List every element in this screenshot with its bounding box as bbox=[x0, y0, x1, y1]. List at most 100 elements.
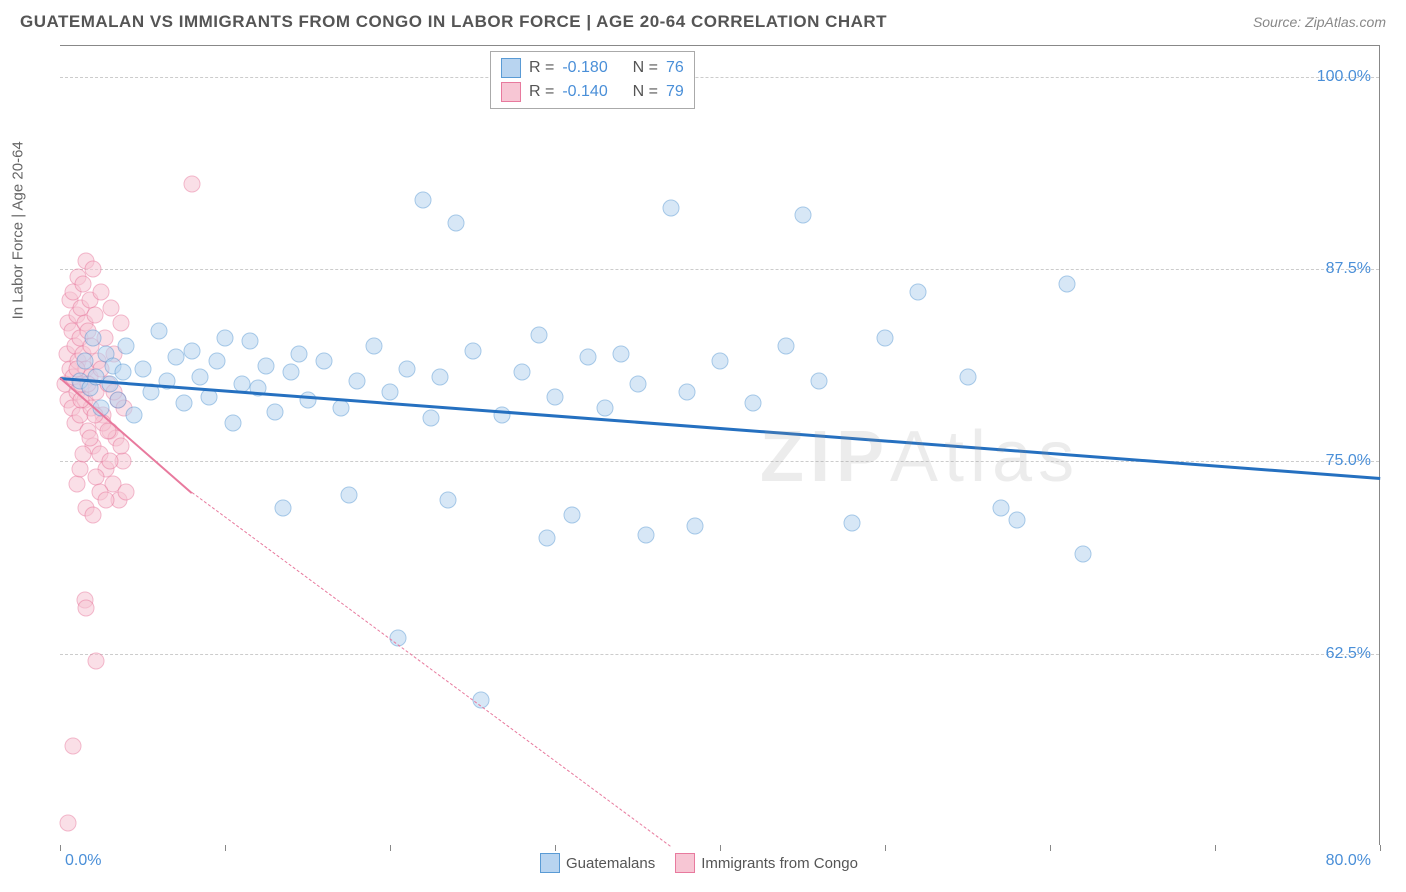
x-tick-mark bbox=[225, 845, 226, 851]
x-tick-mark bbox=[720, 845, 721, 851]
legend-item: Immigrants from Congo bbox=[675, 853, 858, 873]
data-point-blue bbox=[266, 404, 283, 421]
data-point-pink bbox=[88, 653, 105, 670]
data-point-blue bbox=[877, 330, 894, 347]
gridline bbox=[60, 77, 1379, 78]
regression-line bbox=[192, 492, 671, 847]
data-point-pink bbox=[75, 445, 92, 462]
data-point-blue bbox=[514, 364, 531, 381]
data-point-blue bbox=[662, 199, 679, 216]
data-point-blue bbox=[109, 391, 126, 408]
data-point-blue bbox=[134, 361, 151, 378]
source-attribution: Source: ZipAtlas.com bbox=[1253, 14, 1386, 30]
data-point-blue bbox=[637, 527, 654, 544]
data-point-blue bbox=[316, 353, 333, 370]
y-tick-label: 62.5% bbox=[1326, 645, 1371, 663]
data-point-blue bbox=[175, 394, 192, 411]
data-point-blue bbox=[613, 345, 630, 362]
x-tick-mark bbox=[555, 845, 556, 851]
y-tick-label: 87.5% bbox=[1326, 260, 1371, 278]
data-point-blue bbox=[679, 384, 696, 401]
data-point-blue bbox=[563, 507, 580, 524]
data-point-pink bbox=[86, 307, 103, 324]
data-point-blue bbox=[439, 491, 456, 508]
data-point-pink bbox=[101, 453, 118, 470]
legend-swatch-blue bbox=[540, 853, 560, 873]
x-axis-min-label: 0.0% bbox=[65, 852, 101, 870]
data-point-blue bbox=[332, 399, 349, 416]
data-point-blue bbox=[992, 499, 1009, 516]
data-point-blue bbox=[687, 518, 704, 535]
data-point-pink bbox=[78, 599, 95, 616]
data-point-pink bbox=[68, 476, 85, 493]
data-point-blue bbox=[580, 348, 597, 365]
data-point-blue bbox=[423, 410, 440, 427]
legend-item: Guatemalans bbox=[540, 853, 655, 873]
data-point-pink bbox=[98, 491, 115, 508]
x-tick-mark bbox=[1380, 845, 1381, 851]
data-point-pink bbox=[65, 738, 82, 755]
data-point-pink bbox=[103, 299, 120, 316]
data-point-pink bbox=[85, 261, 102, 278]
data-point-pink bbox=[118, 484, 135, 501]
data-point-blue bbox=[712, 353, 729, 370]
data-point-pink bbox=[113, 314, 130, 331]
data-point-blue bbox=[101, 376, 118, 393]
data-point-pink bbox=[71, 461, 88, 478]
x-axis-max-label: 80.0% bbox=[1326, 852, 1371, 870]
chart-legend: Guatemalans Immigrants from Congo bbox=[540, 853, 858, 873]
data-point-blue bbox=[464, 342, 481, 359]
data-point-blue bbox=[959, 368, 976, 385]
data-point-blue bbox=[85, 330, 102, 347]
data-point-blue bbox=[745, 394, 762, 411]
correlation-stats-box: R = -0.180 N = 76 R = -0.140 N = 79 bbox=[490, 51, 695, 109]
data-point-pink bbox=[60, 814, 77, 831]
data-point-pink bbox=[184, 176, 201, 193]
x-tick-mark bbox=[885, 845, 886, 851]
data-point-blue bbox=[126, 407, 143, 424]
data-point-blue bbox=[167, 348, 184, 365]
data-point-blue bbox=[217, 330, 234, 347]
data-point-blue bbox=[844, 514, 861, 531]
data-point-pink bbox=[88, 468, 105, 485]
data-point-blue bbox=[547, 388, 564, 405]
gridline bbox=[60, 654, 1379, 655]
data-point-blue bbox=[184, 342, 201, 359]
stats-row: R = -0.140 N = 79 bbox=[501, 80, 684, 104]
data-point-blue bbox=[274, 499, 291, 516]
data-point-blue bbox=[431, 368, 448, 385]
data-point-blue bbox=[299, 391, 316, 408]
data-point-blue bbox=[258, 358, 275, 375]
data-point-blue bbox=[398, 361, 415, 378]
x-tick-mark bbox=[390, 845, 391, 851]
watermark: ZIPAtlas bbox=[760, 416, 1080, 498]
x-tick-mark bbox=[1215, 845, 1216, 851]
data-point-blue bbox=[910, 284, 927, 301]
data-point-blue bbox=[1009, 511, 1026, 528]
data-point-blue bbox=[596, 399, 613, 416]
data-point-blue bbox=[349, 373, 366, 390]
chart-title: GUATEMALAN VS IMMIGRANTS FROM CONGO IN L… bbox=[20, 12, 887, 32]
data-point-blue bbox=[283, 364, 300, 381]
chart-plot-area: 62.5%75.0%87.5%100.0% ZIPAtlas R = -0.18… bbox=[60, 45, 1380, 845]
data-point-blue bbox=[1058, 276, 1075, 293]
data-point-blue bbox=[76, 353, 93, 370]
y-tick-label: 100.0% bbox=[1317, 68, 1371, 86]
data-point-blue bbox=[118, 338, 135, 355]
data-point-pink bbox=[85, 507, 102, 524]
series-swatch-pink bbox=[501, 82, 521, 102]
series-swatch-blue bbox=[501, 58, 521, 78]
y-axis-label: In Labor Force | Age 20-64 bbox=[10, 141, 27, 319]
data-point-blue bbox=[1075, 545, 1092, 562]
x-tick-mark bbox=[1050, 845, 1051, 851]
data-point-pink bbox=[81, 430, 98, 447]
gridline bbox=[60, 269, 1379, 270]
x-tick-mark bbox=[60, 845, 61, 851]
data-point-blue bbox=[225, 414, 242, 431]
data-point-pink bbox=[113, 438, 130, 455]
data-point-blue bbox=[365, 338, 382, 355]
data-point-blue bbox=[811, 373, 828, 390]
data-point-pink bbox=[93, 284, 110, 301]
data-point-blue bbox=[291, 345, 308, 362]
data-point-blue bbox=[538, 530, 555, 547]
